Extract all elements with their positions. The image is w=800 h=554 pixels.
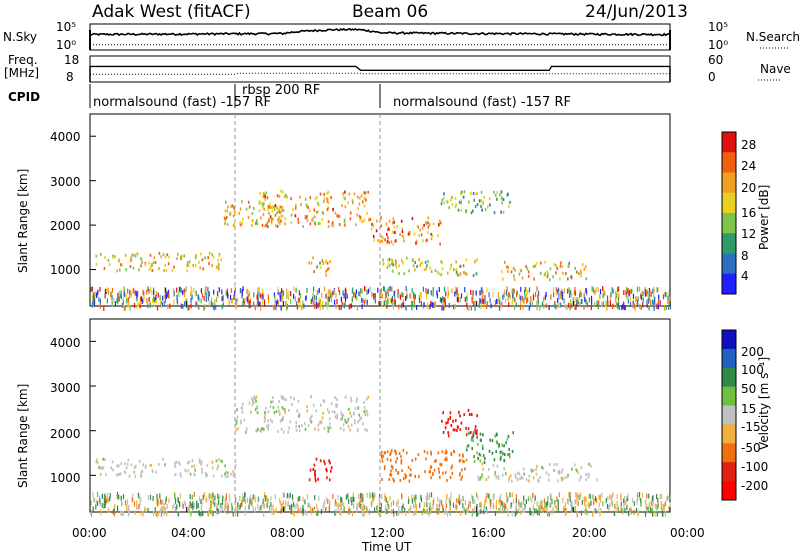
velocity-cbar-tick-m15: -15 bbox=[741, 420, 761, 434]
power-cbar-swatch-3 bbox=[722, 192, 736, 214]
strip-lines bbox=[89, 27, 671, 82]
power-cbar-frame bbox=[721, 131, 737, 295]
power-cbar-tick-28: 28 bbox=[741, 138, 757, 152]
power-feature-5 bbox=[440, 190, 511, 215]
velocity-cbar-tick-m50: -50 bbox=[741, 441, 761, 455]
cpid-segment-3: normalsound (fast) -157 RF bbox=[393, 95, 571, 110]
cpid-segment-1: normalsound (fast) -157 RF bbox=[93, 95, 271, 110]
power-ground-scatter bbox=[90, 286, 672, 311]
velocity-cbar-tick-15: 15 bbox=[741, 402, 757, 416]
nave-tick-hi: 60 bbox=[708, 53, 724, 67]
velocity-cbar-tick-m200: -200 bbox=[741, 479, 769, 493]
nsky-strip-frame bbox=[89, 23, 671, 51]
velocity-cbar-tick-100: 100 bbox=[741, 363, 764, 377]
power-cbar-swatch-4 bbox=[722, 213, 736, 234]
power-cbar-tick-16: 16 bbox=[741, 206, 757, 220]
velocity-ytick-3000: 3000 bbox=[50, 381, 81, 395]
colorbars bbox=[721, 131, 737, 501]
freq-label-2: [MHz] bbox=[4, 66, 40, 80]
freq-series-line bbox=[90, 65, 670, 71]
velocity-cbar-swatch-3 bbox=[722, 386, 736, 407]
power-ytick-2000: 2000 bbox=[50, 219, 81, 233]
velocity-cbar-swatch-0 bbox=[722, 330, 736, 350]
power-cbar-swatch-5 bbox=[722, 233, 736, 254]
nsearch-tick-hi: 10⁵ bbox=[708, 20, 729, 34]
velocity-ground-scatter bbox=[90, 491, 672, 517]
velocity-feature-3 bbox=[380, 448, 466, 483]
velocity-feature-1 bbox=[235, 395, 370, 434]
xtick-5: 20:00 bbox=[572, 526, 607, 540]
velocity-cbar-frame bbox=[721, 329, 737, 501]
power-cbar-tick-4: 4 bbox=[741, 269, 749, 283]
power-cbar-swatch-7 bbox=[722, 273, 736, 295]
nsearch-label: N.Search bbox=[746, 30, 800, 44]
cpid-segment-2: rbsp 200 RF bbox=[242, 83, 321, 98]
xtick-6: 00:00 bbox=[670, 526, 705, 540]
velocity-feature-6 bbox=[477, 462, 598, 483]
axis-ticks bbox=[89, 135, 671, 512]
velocity-feature-2 bbox=[308, 457, 333, 483]
nave-label: Nave bbox=[760, 62, 791, 76]
velocity-cbar-swatch-2 bbox=[722, 367, 736, 388]
velocity-ytick-4000: 4000 bbox=[50, 336, 81, 350]
nsearch-tick-lo: 10⁰ bbox=[708, 38, 729, 52]
velocity-cbar-swatch-6 bbox=[722, 443, 736, 463]
xtick-1: 04:00 bbox=[171, 526, 206, 540]
nsky-tick-lo: 10⁰ bbox=[56, 38, 77, 52]
power-ytick-1000: 1000 bbox=[50, 263, 81, 277]
power-cbar-swatch-0 bbox=[722, 132, 736, 153]
cpid-label: CPID bbox=[8, 90, 41, 104]
xtick-3: 12:00 bbox=[370, 526, 405, 540]
date-title: 24/Jun/2013 bbox=[585, 2, 688, 22]
xtick-2: 08:00 bbox=[270, 526, 305, 540]
velocity-cbar-swatch-4 bbox=[722, 405, 736, 425]
power-feature-0 bbox=[95, 251, 223, 273]
nsky-tick-hi: 10⁵ bbox=[56, 20, 77, 34]
power-feature-6 bbox=[382, 256, 478, 277]
nave-tick-lo: 0 bbox=[708, 70, 716, 84]
velocity-cbar-swatch-8 bbox=[722, 481, 736, 501]
power-feature-3 bbox=[308, 256, 331, 277]
velocity-cbar-swatch-5 bbox=[722, 424, 736, 444]
power-cbar-swatch-2 bbox=[722, 172, 736, 194]
velocity-ytick-1000: 1000 bbox=[50, 471, 81, 485]
velocity-cbar-swatch-7 bbox=[722, 462, 736, 482]
freq-strip-frame bbox=[89, 55, 671, 83]
velocity-scatter bbox=[90, 395, 672, 517]
power-cbar-swatch-1 bbox=[722, 152, 736, 173]
nsky-series-line bbox=[89, 27, 671, 37]
power-feature-2 bbox=[259, 189, 369, 228]
nsky-label: N.Sky bbox=[3, 30, 38, 44]
velocity-ytick-2000: 2000 bbox=[50, 427, 81, 441]
power-cbar-tick-8: 8 bbox=[741, 249, 749, 263]
power-feature-7 bbox=[500, 260, 587, 282]
power-scatter bbox=[90, 189, 672, 311]
velocity-cbar-tick-m100: -100 bbox=[741, 460, 769, 474]
power-ytick-4000: 4000 bbox=[50, 130, 81, 144]
power-cbar-tick-12: 12 bbox=[741, 227, 757, 241]
xtick-4: 16:00 bbox=[471, 526, 506, 540]
power-feature-4 bbox=[368, 216, 442, 246]
power-ytick-3000: 3000 bbox=[50, 175, 81, 189]
power-cbar-tick-24: 24 bbox=[741, 159, 757, 173]
velocity-feature-0 bbox=[95, 457, 237, 479]
panel-frames bbox=[89, 23, 790, 513]
velocity-cbar-swatch-1 bbox=[722, 348, 736, 369]
velocity-cbar-tick-50: 50 bbox=[741, 382, 757, 396]
station-title: Adak West (fitACF) bbox=[92, 2, 251, 22]
xaxis-title: Time UT bbox=[362, 540, 412, 554]
velocity-cbar-tick-200: 200 bbox=[741, 345, 764, 359]
nave-series-line bbox=[90, 72, 670, 75]
power-cbar-swatch-6 bbox=[722, 253, 736, 275]
velocity-feature-4 bbox=[441, 408, 478, 438]
beam-title: Beam 06 bbox=[352, 2, 429, 22]
freq-tick-lo: 8 bbox=[66, 70, 74, 84]
power-cbar-tick-20: 20 bbox=[741, 181, 757, 195]
velocity-feature-5 bbox=[465, 431, 514, 464]
freq-tick-hi: 18 bbox=[64, 53, 80, 67]
xtick-0: 00:00 bbox=[72, 526, 107, 540]
freq-label-1: Freq. bbox=[8, 53, 38, 67]
